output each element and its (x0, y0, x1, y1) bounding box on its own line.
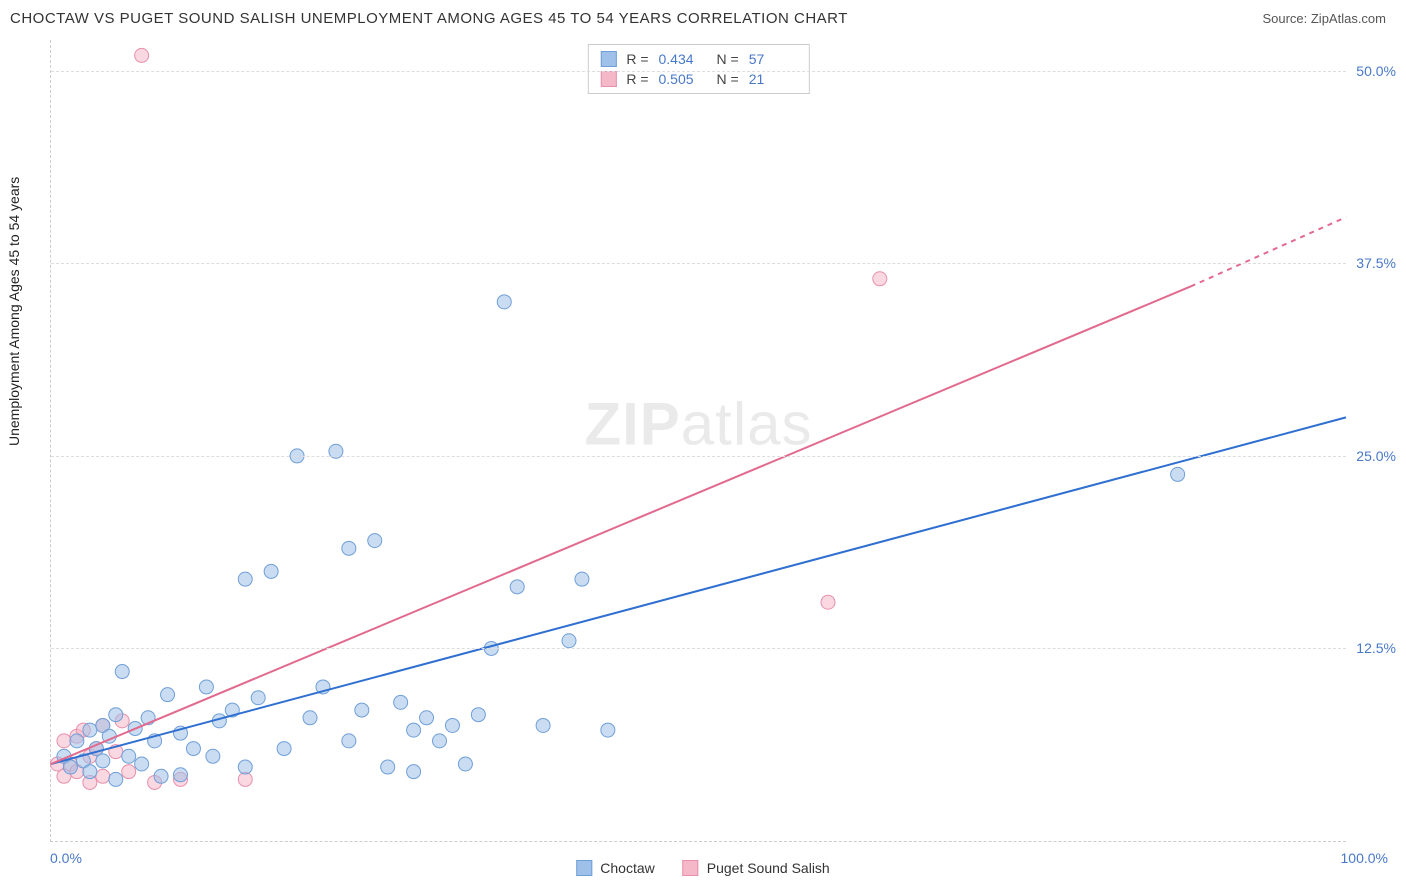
chart-title: CHOCTAW VS PUGET SOUND SALISH UNEMPLOYME… (10, 10, 848, 27)
bottom-legend: Choctaw Puget Sound Salish (576, 860, 829, 876)
y-tick-label: 25.0% (1356, 448, 1396, 464)
data-point (355, 703, 369, 717)
y-tick-label: 50.0% (1356, 63, 1396, 79)
n-label: N = (717, 71, 739, 87)
data-point (536, 718, 550, 732)
r-value: 0.505 (659, 71, 707, 87)
data-point (407, 723, 421, 737)
data-point (122, 749, 136, 763)
trend-line-extrapolated (1191, 217, 1346, 286)
data-point (154, 769, 168, 783)
legend-swatch (683, 860, 699, 876)
chart-header: CHOCTAW VS PUGET SOUND SALISH UNEMPLOYME… (0, 0, 1406, 36)
legend-item: Choctaw (576, 860, 654, 876)
gridline (51, 456, 1346, 457)
data-point (83, 765, 97, 779)
legend-label: Puget Sound Salish (707, 860, 830, 876)
data-point (407, 765, 421, 779)
data-point (251, 691, 265, 705)
r-label: R = (626, 51, 648, 67)
data-point (433, 734, 447, 748)
gridline (51, 648, 1346, 649)
data-point (135, 48, 149, 62)
chart-plot-area: ZIPatlas R =0.434N =57R =0.505N =21 (50, 40, 1346, 842)
data-point (277, 742, 291, 756)
data-point (57, 734, 71, 748)
data-point (873, 272, 887, 286)
data-point (445, 718, 459, 732)
n-value: 57 (749, 51, 797, 67)
data-point (394, 695, 408, 709)
data-point (96, 769, 110, 783)
n-label: N = (717, 51, 739, 67)
data-point (206, 749, 220, 763)
data-point (471, 708, 485, 722)
data-point (238, 760, 252, 774)
data-point (562, 634, 576, 648)
correlation-legend-row: R = 0.505 N = 21 (600, 69, 796, 89)
data-point (96, 754, 110, 768)
data-point (63, 760, 77, 774)
data-point (115, 665, 129, 679)
data-point (368, 534, 382, 548)
data-point (342, 541, 356, 555)
legend-swatch (576, 860, 592, 876)
legend-swatch (600, 51, 616, 67)
data-point (70, 734, 84, 748)
data-point (238, 572, 252, 586)
data-point (510, 580, 524, 594)
x-tick-min: 0.0% (50, 850, 82, 866)
data-point (174, 768, 188, 782)
data-point (458, 757, 472, 771)
source-prefix: Source: (1262, 11, 1310, 26)
source-attribution: Source: ZipAtlas.com (1262, 11, 1386, 26)
data-point (575, 572, 589, 586)
legend-item: Puget Sound Salish (683, 860, 830, 876)
data-point (109, 708, 123, 722)
y-tick-label: 12.5% (1356, 640, 1396, 656)
legend-label: Choctaw (600, 860, 654, 876)
data-point (497, 295, 511, 309)
y-tick-label: 37.5% (1356, 255, 1396, 271)
data-point (601, 723, 615, 737)
data-point (821, 595, 835, 609)
data-point (381, 760, 395, 774)
y-axis-label: Unemployment Among Ages 45 to 54 years (6, 177, 22, 446)
data-point (161, 688, 175, 702)
data-point (83, 723, 97, 737)
data-point (135, 757, 149, 771)
data-point (420, 711, 434, 725)
data-point (264, 564, 278, 578)
r-label: R = (626, 71, 648, 87)
gridline (51, 263, 1346, 264)
legend-swatch (600, 71, 616, 87)
data-point (199, 680, 213, 694)
data-point (1171, 467, 1185, 481)
trend-line (51, 286, 1191, 764)
source-link[interactable]: ZipAtlas.com (1311, 11, 1386, 26)
data-point (303, 711, 317, 725)
data-point (186, 742, 200, 756)
trend-line (51, 417, 1346, 764)
correlation-legend-row: R = 0.434 N = 57 (600, 49, 796, 69)
data-point (109, 772, 123, 786)
n-value: 21 (749, 71, 797, 87)
scatter-svg (51, 40, 1346, 841)
data-point (122, 765, 136, 779)
data-point (342, 734, 356, 748)
correlation-legend-box: R = 0.434 N = 57 R = 0.505 N = 21 (587, 44, 809, 94)
gridline (51, 71, 1346, 72)
r-value: 0.434 (659, 51, 707, 67)
x-tick-max: 100.0% (1341, 850, 1388, 866)
